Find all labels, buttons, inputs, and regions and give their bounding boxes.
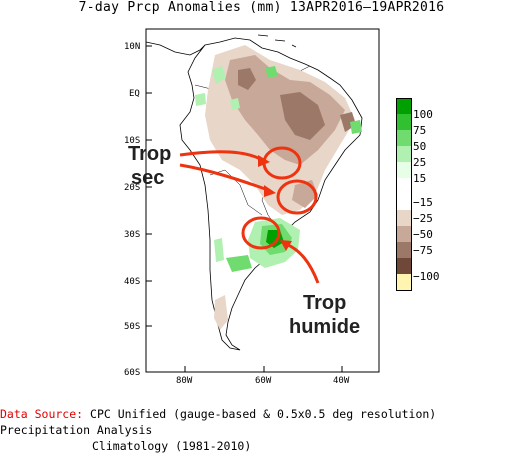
data-source-line1: CPC Unified (gauge-based & 0.5x0.5 deg r… [0, 407, 437, 437]
wet-arrow [285, 242, 320, 284]
legend-label-minus25: −25 [413, 212, 433, 225]
legend-swatch-minus100 [396, 258, 412, 274]
legend-swatch-minus15 [396, 194, 412, 210]
dry-label-line1: Trop [128, 143, 171, 165]
legend-swatch-neutral [396, 178, 412, 194]
legend-swatch-15 [396, 162, 412, 178]
legend-label-minus50: −50 [413, 228, 433, 241]
precip-anomaly-map: 10N EQ 10S 20S 30S 40S 50S 60S 80W 60W 4… [124, 28, 380, 386]
lon-label-60w: 60W [255, 376, 272, 386]
dry-arrow-1 [179, 150, 263, 162]
legend-swatch-100 [396, 98, 412, 115]
dry-circle-2 [276, 179, 318, 215]
legend-label-50: 50 [413, 140, 427, 153]
lat-label-50s: 50S [124, 322, 140, 332]
dry-anomaly-patches [205, 45, 356, 330]
lat-label-20s: 20S [124, 183, 140, 193]
data-source-line2: Climatology (1981-2010) [92, 439, 252, 453]
map-frame [145, 28, 380, 373]
legend-swatch-75 [396, 114, 412, 130]
dry-label-line2: sec [131, 167, 164, 189]
arrow-heads [258, 155, 292, 251]
wet-circle [241, 216, 281, 250]
legend-swatch-minus75 [396, 242, 412, 258]
lon-axis: 80W 60W 40W [176, 366, 350, 386]
lat-label-30s: 30S [124, 230, 140, 240]
lat-label-10n: 10N [124, 42, 140, 52]
legend-swatch-50 [396, 130, 412, 146]
wet-label-line1: Trop [303, 292, 346, 314]
data-source-label: Data Source: [0, 407, 84, 421]
legend-swatch-below [396, 274, 412, 291]
legend-label-100: 100 [413, 108, 433, 121]
legend-label-minus15: −15 [413, 196, 433, 209]
legend-swatch-minus25 [396, 210, 412, 226]
data-source-footer: Data Source: CPC Unified (gauge-based & … [0, 406, 523, 454]
caribbean-islands [257, 34, 297, 48]
lat-label-40s: 40S [124, 277, 140, 287]
lat-label-60s: 60S [124, 368, 140, 378]
legend-label-minus100: −100 [413, 270, 440, 283]
central-america [145, 41, 206, 56]
lat-label-eq: EQ [129, 89, 140, 99]
lat-axis: 10N EQ 10S 20S 30S 40S 50S 60S [124, 42, 152, 378]
map-title: 7-day Prcp Anomalies (mm) 13APR2016–19AP… [78, 0, 445, 15]
lon-label-80w: 80W [176, 376, 193, 386]
wet-label-line2: humide [289, 316, 360, 338]
lat-label-10s: 10S [124, 136, 140, 146]
legend-label-15: 15 [413, 172, 427, 185]
legend-swatch-25 [396, 146, 412, 162]
dry-arrow-2 [179, 163, 269, 192]
lon-label-40w: 40W [333, 376, 350, 386]
legend-label-minus75: −75 [413, 244, 433, 257]
legend-swatch-minus50 [396, 226, 412, 242]
legend-label-25: 25 [413, 156, 427, 169]
annotation-overlay [179, 146, 320, 284]
legend-label-75: 75 [413, 124, 427, 137]
